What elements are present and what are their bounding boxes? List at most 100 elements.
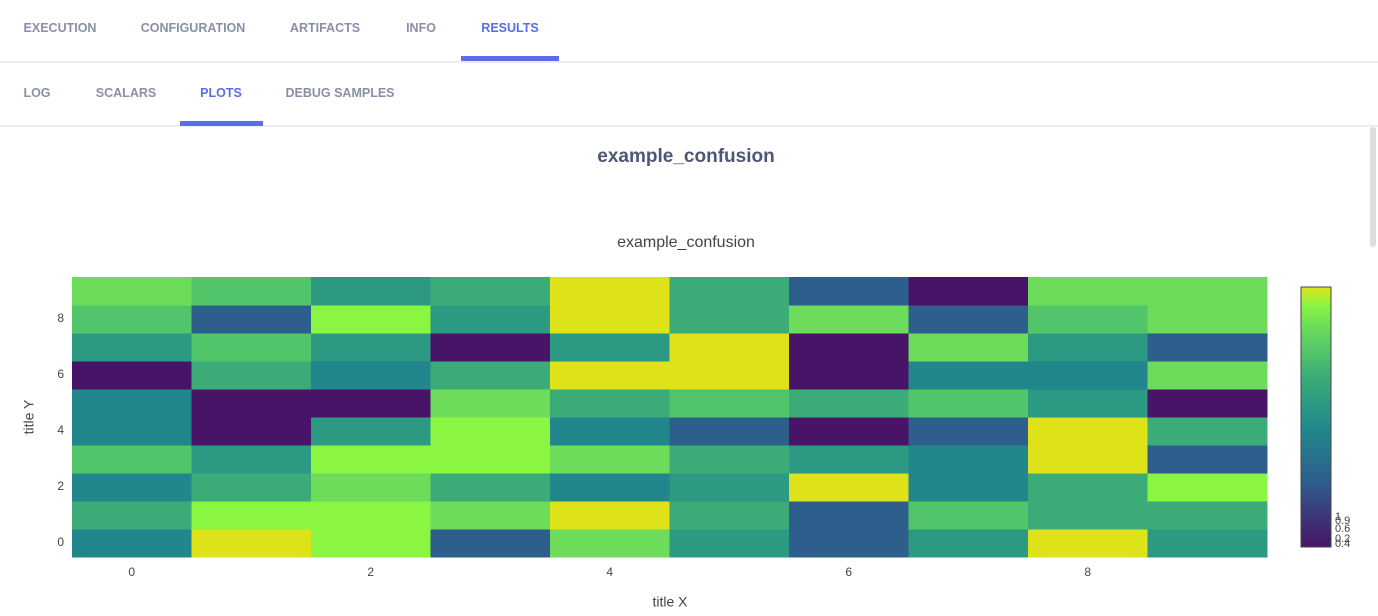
x-tick-label: 4 bbox=[606, 565, 613, 579]
heatmap-cell bbox=[1147, 333, 1268, 362]
colorbar-tick-label: 1 bbox=[1335, 511, 1341, 523]
y-axis-label: title Y bbox=[21, 399, 37, 434]
heatmap-cell bbox=[1028, 361, 1148, 390]
colorbar-tick-label: 0.2 bbox=[1335, 533, 1350, 545]
heatmap-cell bbox=[908, 501, 1029, 530]
heatmap-cell bbox=[311, 473, 431, 502]
tab[interactable]: CONFIGURATION bbox=[140, 21, 246, 35]
heatmap-cell bbox=[191, 473, 312, 502]
heatmap-cell bbox=[669, 473, 790, 502]
chart-title: example_confusion bbox=[617, 234, 755, 251]
heatmap-cell bbox=[908, 277, 1029, 306]
heatmap-cell bbox=[1147, 445, 1268, 474]
heatmap-cell bbox=[72, 277, 192, 306]
heatmap-cell bbox=[72, 417, 192, 446]
heatmap-cell bbox=[430, 389, 551, 418]
heatmap-cell bbox=[908, 361, 1029, 390]
heatmap-cell bbox=[789, 529, 909, 558]
colorbar-tick-label: 0.4 bbox=[1335, 538, 1350, 550]
heatmap-cell bbox=[311, 417, 431, 446]
active-tab-indicator bbox=[461, 56, 559, 61]
heatmap-cell bbox=[1147, 305, 1268, 334]
heatmap-cell bbox=[72, 501, 192, 530]
scrollbar[interactable] bbox=[1370, 127, 1376, 247]
heatmap-cell bbox=[191, 333, 312, 362]
heatmap-cell bbox=[191, 501, 312, 530]
tab[interactable]: PLOTS bbox=[200, 86, 242, 100]
heatmap-cell bbox=[550, 529, 670, 558]
heatmap-cell bbox=[191, 305, 312, 334]
heatmap-cell bbox=[789, 361, 909, 390]
heatmap-cell bbox=[430, 305, 551, 334]
heatmap-cell bbox=[669, 305, 790, 334]
heatmap-cell bbox=[669, 361, 790, 390]
heatmap-cell bbox=[311, 361, 431, 390]
active-subtab-indicator bbox=[180, 121, 263, 126]
heatmap-cell bbox=[72, 473, 192, 502]
heatmap-cell bbox=[311, 305, 431, 334]
heatmap-cell bbox=[1028, 473, 1148, 502]
colorbar bbox=[1300, 286, 1332, 548]
heatmap-cell bbox=[1028, 501, 1148, 530]
heatmap-cell bbox=[430, 277, 551, 306]
heatmap-cell bbox=[191, 277, 312, 306]
x-tick-label: 8 bbox=[1084, 565, 1091, 579]
tab[interactable]: DEBUG SAMPLES bbox=[285, 86, 395, 100]
tab[interactable]: SCALARS bbox=[95, 86, 157, 100]
colorbar-tick-label: 0.9 bbox=[1335, 515, 1350, 527]
heatmap-cell bbox=[789, 277, 909, 306]
heatmap-cell bbox=[550, 417, 670, 446]
heatmap-cell bbox=[191, 417, 312, 446]
tab[interactable]: LOG bbox=[23, 86, 51, 100]
heatmap-cell bbox=[311, 333, 431, 362]
heatmap-cell bbox=[430, 501, 551, 530]
heatmap-cell bbox=[311, 445, 431, 474]
heatmap-cell bbox=[908, 333, 1029, 362]
heatmap-cell bbox=[550, 473, 670, 502]
heatmap-cell bbox=[430, 445, 551, 474]
heatmap-cell bbox=[72, 361, 192, 390]
heatmap-cell bbox=[908, 529, 1029, 558]
heatmap-cell bbox=[908, 473, 1029, 502]
heatmap-cell bbox=[1147, 529, 1268, 558]
heatmap-cell bbox=[550, 389, 670, 418]
x-tick-label: 6 bbox=[845, 565, 852, 579]
heatmap-cell bbox=[789, 445, 909, 474]
y-tick-label: 4 bbox=[57, 423, 64, 437]
heatmap-cell bbox=[669, 529, 790, 558]
tab[interactable]: ARTIFACTS bbox=[289, 21, 361, 35]
y-tick-label: 0 bbox=[57, 535, 64, 549]
heatmap-cell bbox=[789, 417, 909, 446]
heatmap-cell bbox=[789, 305, 909, 334]
heatmap-cell bbox=[72, 529, 192, 558]
heatmap-cell bbox=[191, 445, 312, 474]
tab[interactable]: RESULTS bbox=[481, 21, 539, 35]
x-axis-label: title X bbox=[652, 594, 688, 610]
heatmap-cell bbox=[550, 333, 670, 362]
y-tick-label: 8 bbox=[57, 311, 64, 325]
x-tick-label: 2 bbox=[367, 565, 374, 579]
heatmap-cell bbox=[1028, 445, 1148, 474]
heatmap-cell bbox=[1147, 361, 1268, 390]
heatmap-cell bbox=[430, 473, 551, 502]
heatmap-cell bbox=[430, 529, 551, 558]
tab[interactable]: EXECUTION bbox=[23, 21, 97, 35]
heatmap-cell bbox=[1028, 389, 1148, 418]
heatmap-cell bbox=[550, 361, 670, 390]
heatmap-cell bbox=[669, 417, 790, 446]
heatmap-cell bbox=[789, 473, 909, 502]
heatmap-cell bbox=[550, 445, 670, 474]
heatmap-cell bbox=[311, 529, 431, 558]
heatmap-cell bbox=[1147, 417, 1268, 446]
heatmap-cell bbox=[1028, 529, 1148, 558]
heatmap-cell bbox=[72, 445, 192, 474]
heatmap-cell bbox=[430, 417, 551, 446]
heatmap-cell bbox=[72, 333, 192, 362]
heatmap-cell bbox=[908, 445, 1029, 474]
heatmap-cell bbox=[1028, 333, 1148, 362]
tab[interactable]: INFO bbox=[406, 21, 436, 35]
divider bbox=[0, 61, 1378, 63]
heatmap-cell bbox=[789, 389, 909, 418]
heatmap-cell bbox=[550, 305, 670, 334]
